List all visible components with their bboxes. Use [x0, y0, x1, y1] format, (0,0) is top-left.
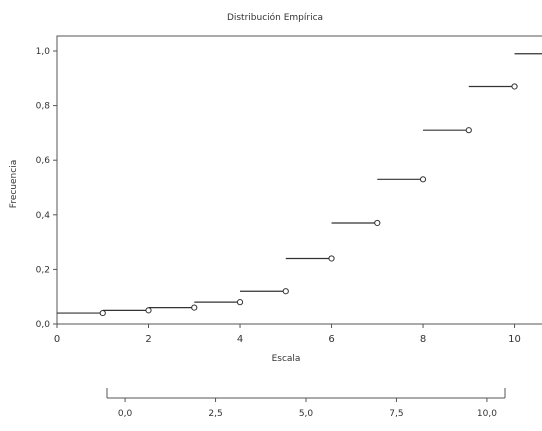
cdf-open-marker: [374, 219, 381, 227]
cdf-open-marker: [145, 307, 152, 314]
cdf-markers: [99, 83, 518, 317]
x-tick-label: 6: [328, 334, 334, 345]
y-tick-label: 0,6: [36, 156, 51, 166]
x-tick-label: 0: [54, 334, 60, 345]
secondary-scale-axis: 0,0 2,5 5,0 7,5 10,0: [106, 388, 506, 419]
x-tick-label: 8: [420, 334, 426, 345]
plot-frame: [56, 35, 542, 325]
chart-title: Distribución Empírica: [227, 12, 323, 23]
cdf-steps: [57, 53, 542, 314]
secondary-tick-label: 2,5: [208, 409, 222, 419]
y-tick-label: 0,8: [36, 102, 51, 112]
y-tick-label: 0,4: [36, 211, 51, 221]
x-axis-label: Escala: [272, 354, 301, 364]
secondary-tick-label: 7,5: [389, 409, 403, 419]
y-tick-label: 0,0: [36, 320, 51, 330]
secondary-tick-label: 10,0: [477, 409, 497, 419]
x-tick-label: 2: [145, 334, 151, 345]
x-axis-ticks: 0 2 4 6 8 10: [54, 324, 521, 345]
secondary-tick-label: 5,0: [299, 409, 314, 419]
cdf-open-marker: [511, 83, 518, 90]
cdf-open-marker: [191, 304, 198, 311]
cdf-open-marker: [99, 309, 106, 317]
y-axis-ticks: 0,0 0,2 0,4 0,6 0,8 1,0: [36, 47, 57, 330]
x-tick-label: 4: [237, 334, 243, 345]
y-axis-label: Frecuencia: [9, 160, 19, 208]
y-tick-label: 0,2: [36, 265, 50, 275]
cdf-open-marker: [328, 255, 335, 262]
cdf-open-marker: [465, 127, 472, 134]
cdf-open-marker: [282, 288, 289, 295]
x-tick-label: 10: [508, 334, 521, 345]
secondary-tick-label: 0,0: [118, 409, 133, 419]
y-tick-label: 1,0: [36, 47, 51, 57]
cdf-open-marker: [419, 176, 427, 183]
cdf-open-marker: [236, 299, 244, 306]
